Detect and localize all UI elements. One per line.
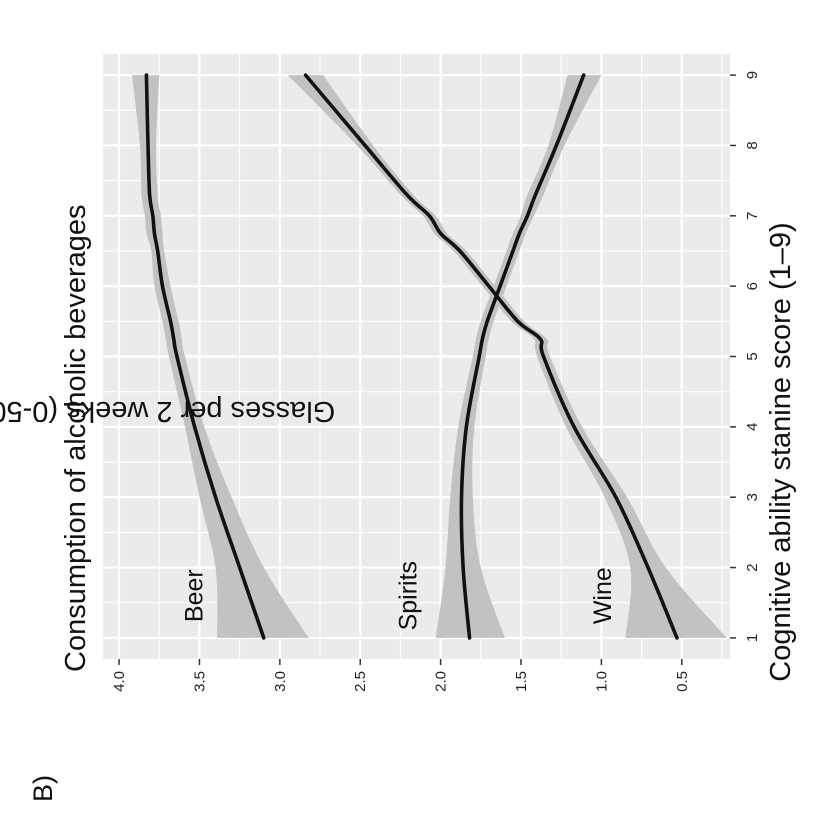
series-label-spirits: Spirits: [395, 561, 423, 630]
chart-title: Consumption of alcoholic beverages: [60, 205, 92, 673]
x-tick-label: 1: [744, 634, 761, 642]
y-tick-label: 2.5: [352, 671, 369, 692]
y-tick-label: 3.0: [272, 671, 289, 692]
series-labels: Beer Spirits Wine: [181, 561, 617, 630]
series-line-beer: [144, 73, 266, 640]
y-axis-title: Glasses per 2 weeks (0-50): [0, 395, 335, 427]
series-lines: [144, 73, 679, 640]
series-label-beer: Beer: [181, 569, 209, 622]
y-tick-label: 0.5: [674, 671, 691, 692]
y-tick-label: 1.0: [593, 671, 610, 692]
grid-lines: [103, 54, 730, 659]
panel-label: B): [28, 775, 58, 802]
y-tick-label: 3.5: [191, 671, 208, 692]
x-axis-ticks: 1 2 3 4 5 6 7 8 9: [730, 71, 761, 642]
x-tick-label: 6: [744, 282, 761, 290]
series-line-wine: [303, 73, 679, 640]
x-tick-label: 3: [744, 493, 761, 501]
x-tick-label: 2: [744, 563, 761, 571]
y-tick-label: 4.0: [111, 671, 128, 692]
confidence-band-spirits: [435, 75, 602, 638]
x-tick-label: 8: [744, 141, 761, 149]
series-label-wine: Wine: [589, 567, 617, 624]
x-tick-label: 9: [744, 71, 761, 79]
x-tick-label: 5: [744, 352, 761, 360]
y-tick-label: 1.5: [513, 671, 530, 692]
x-tick-label: 7: [744, 212, 761, 220]
y-axis-ticks: 0.5 1.0 1.5 2.0 2.5 3.0 3.5 4.0: [111, 659, 691, 692]
series-line-spirits: [459, 73, 586, 640]
x-axis-title: Cognitive ability stanine score (1–9): [765, 222, 797, 681]
y-tick-label: 2.0: [433, 671, 450, 692]
x-tick-label: 4: [744, 423, 761, 431]
confidence-band-beer: [131, 75, 309, 638]
rotated-chart-group: 1 2 3 4 5 6 7 8 9 0.5 1.0 1.5 2.0 2.5 3.0 3.5 4.0 Beer S…: [0, 54, 797, 802]
